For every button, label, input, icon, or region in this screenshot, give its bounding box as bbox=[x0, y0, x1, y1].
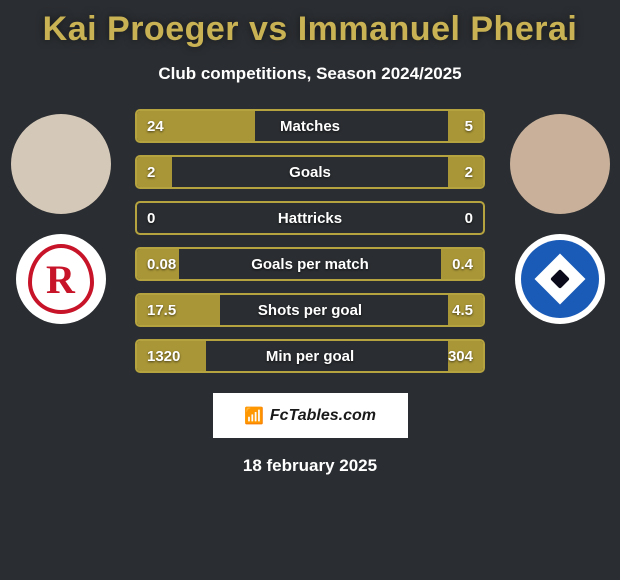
stat-value-left: 1320 bbox=[147, 348, 180, 365]
attribution-badge: 📶 FcTables.com bbox=[213, 393, 408, 438]
stat-value-right: 0 bbox=[465, 210, 473, 227]
stat-value-right: 0.4 bbox=[452, 256, 473, 273]
stat-value-right: 2 bbox=[465, 164, 473, 181]
comparison-subtitle: Club competitions, Season 2024/2025 bbox=[0, 64, 620, 84]
stat-row: 2 Goals 2 bbox=[135, 155, 485, 189]
player-left-avatar bbox=[11, 114, 111, 214]
left-player-column: R bbox=[8, 109, 113, 324]
stat-label: Matches bbox=[280, 118, 340, 135]
stat-value-left: 0 bbox=[147, 210, 155, 227]
stat-label: Goals per match bbox=[251, 256, 369, 273]
stat-label: Goals bbox=[289, 164, 331, 181]
stat-value-left: 17.5 bbox=[147, 302, 176, 319]
stat-row: 1320 Min per goal 304 bbox=[135, 339, 485, 373]
stat-value-right: 5 bbox=[465, 118, 473, 135]
main-area: R 24 Matches 5 2 Goals 2 0 Hattricks 0 0.08 Goals … bbox=[0, 109, 620, 373]
player-right-club-logo bbox=[515, 234, 605, 324]
player-right-avatar bbox=[510, 114, 610, 214]
stat-row: 0.08 Goals per match 0.4 bbox=[135, 247, 485, 281]
hsv-logo-icon bbox=[521, 240, 599, 318]
date-label: 18 february 2025 bbox=[0, 456, 620, 476]
stat-label: Min per goal bbox=[266, 348, 354, 365]
stat-row: 17.5 Shots per goal 4.5 bbox=[135, 293, 485, 327]
jahn-logo-icon: R bbox=[28, 244, 94, 314]
comparison-title: Kai Proeger vs Immanuel Pherai bbox=[0, 10, 620, 49]
attribution-text: FcTables.com bbox=[270, 407, 376, 425]
stat-row: 24 Matches 5 bbox=[135, 109, 485, 143]
stat-value-right: 4.5 bbox=[452, 302, 473, 319]
right-player-column bbox=[507, 109, 612, 324]
stat-value-left: 2 bbox=[147, 164, 155, 181]
stats-column: 24 Matches 5 2 Goals 2 0 Hattricks 0 0.08 Goals pe… bbox=[113, 109, 507, 373]
player-left-club-logo: R bbox=[16, 234, 106, 324]
chart-icon: 📶 bbox=[244, 406, 264, 426]
stat-row: 0 Hattricks 0 bbox=[135, 201, 485, 235]
stat-label: Hattricks bbox=[278, 210, 342, 227]
stat-label: Shots per goal bbox=[258, 302, 362, 319]
stat-value-left: 24 bbox=[147, 118, 164, 135]
stat-value-right: 304 bbox=[448, 348, 473, 365]
stat-value-left: 0.08 bbox=[147, 256, 176, 273]
